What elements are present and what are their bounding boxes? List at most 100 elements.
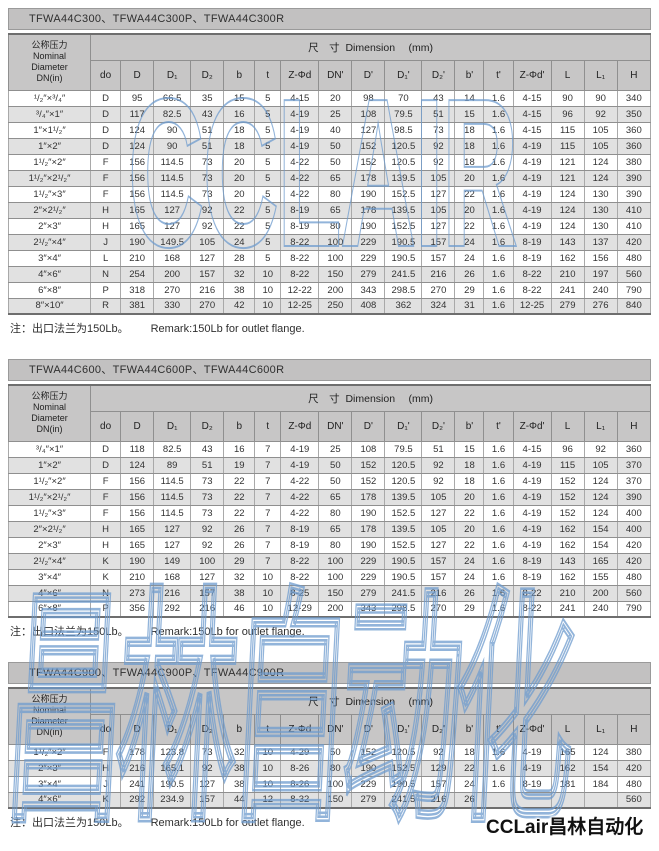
cell: 139.5 (384, 488, 423, 506)
cell: 1″×1¹/₂″ (7, 121, 92, 139)
cell: 65 (318, 201, 353, 219)
table-row: 1¹/₂″×2″ F 178 123.8 73 32 10 4-29 50 152 120.5 92 1… (7, 743, 652, 761)
table-title-600: TFWA44C600、TFWA44C600P、TFWA44C600R (8, 359, 651, 381)
cell: 156 (120, 153, 155, 171)
cell: 7 (254, 488, 282, 506)
cell: 4-22 (280, 504, 320, 522)
cell: 1¹/₂″×2″ (7, 472, 92, 490)
cell: 165 (120, 536, 155, 554)
cell: 15 (223, 89, 256, 107)
cell: 139.5 (384, 201, 423, 219)
cell: 100 (318, 233, 353, 251)
cell: 1.6 (483, 584, 514, 602)
cell: 19 (223, 456, 256, 474)
cell: 65 (318, 169, 353, 187)
cell: 200 (153, 265, 192, 283)
cell: 50 (318, 472, 353, 490)
cell: 360 (616, 440, 652, 458)
cell: 200 (318, 600, 353, 618)
cell: 66.5 (153, 89, 192, 107)
cell: 178 (351, 520, 386, 538)
cell: H (90, 520, 122, 538)
cell: 279 (351, 791, 386, 809)
cell: 92 (421, 472, 456, 490)
cell: 12-25 (280, 297, 320, 315)
cell: 216 (153, 584, 192, 602)
cell: 156 (583, 249, 618, 267)
cell: 162 (550, 759, 585, 777)
cell: 4-15 (512, 121, 552, 139)
cell: 178 (351, 169, 386, 187)
cell: 400 (616, 520, 652, 538)
cell: 210 (120, 249, 155, 267)
cell: 118 (120, 440, 155, 458)
cell: 2″×2¹/₂″ (7, 201, 92, 219)
cell: 8-19 (512, 233, 552, 251)
cell: 2″×3″ (7, 217, 92, 235)
cell: 18 (454, 153, 485, 171)
table-note-600: 注：出口法兰为150Lb。 Remark:150Lb for outlet fla… (10, 623, 651, 639)
cell: 150 (318, 584, 353, 602)
cell: 143 (550, 552, 585, 570)
cell: 65 (318, 488, 353, 506)
cell: 241.5 (384, 791, 423, 809)
cell: 254 (120, 265, 155, 283)
cell: 18 (454, 472, 485, 490)
cell: 1.6 (483, 520, 514, 538)
cell: 8″×10″ (7, 297, 92, 315)
cell: 790 (616, 600, 652, 618)
cell: K (90, 568, 122, 586)
cell: 26 (223, 536, 256, 554)
cell: 184 (583, 775, 618, 793)
cell: 8-25 (280, 584, 320, 602)
cell: 127 (153, 536, 192, 554)
cell: 92 (190, 759, 225, 777)
cell: 8-22 (280, 265, 320, 283)
cell: 24 (454, 568, 485, 586)
cell: D (90, 137, 122, 155)
cell: 114.5 (153, 504, 192, 522)
cell: 22 (454, 504, 485, 522)
column-header: H (616, 713, 652, 745)
cell: 22 (223, 472, 256, 490)
cell: 29 (223, 552, 256, 570)
cell: 229 (351, 552, 386, 570)
cell: 10 (254, 600, 282, 618)
cell: 1.6 (483, 472, 514, 490)
cell: 130 (583, 217, 618, 235)
cell: 92 (421, 456, 456, 474)
column-header: D₁ (153, 410, 192, 442)
cell: 22 (454, 217, 485, 235)
cell: 216 (190, 281, 225, 299)
cell: 73 (190, 153, 225, 171)
cell: 197 (583, 265, 618, 283)
cell: 120.5 (384, 456, 423, 474)
cell: 10 (254, 775, 282, 793)
cell: 390 (616, 185, 652, 203)
cell: 154 (583, 520, 618, 538)
cell: H (90, 201, 122, 219)
cell: F (90, 488, 122, 506)
cell: 25 (318, 105, 353, 123)
cell: 1.6 (483, 568, 514, 586)
cell: 8-19 (280, 536, 320, 554)
note-chinese: 注：出口法兰为150Lb。 (10, 817, 129, 829)
cell: 420 (616, 536, 652, 554)
cell: 22 (223, 217, 256, 235)
cell: 38 (223, 775, 256, 793)
cell: 51 (190, 137, 225, 155)
cell: 40 (318, 121, 353, 139)
cell: F (90, 185, 122, 203)
column-header: H (616, 59, 652, 91)
column-header: do (90, 59, 122, 91)
cell: 8-26 (280, 759, 320, 777)
cell: 92 (421, 743, 456, 761)
cell: 149 (153, 552, 192, 570)
cell: 105 (583, 137, 618, 155)
column-header: D' (351, 713, 386, 745)
cell: 8-22 (512, 600, 552, 618)
table-section-600: TFWA44C600、TFWA44C600P、TFWA44C600R 公称压力 … (7, 359, 652, 639)
cell: D (90, 456, 122, 474)
cell: 90 (583, 89, 618, 107)
cell: 560 (616, 584, 652, 602)
